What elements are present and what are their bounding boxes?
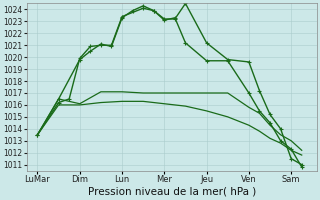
X-axis label: Pression niveau de la mer( hPa ): Pression niveau de la mer( hPa ) bbox=[88, 187, 256, 197]
